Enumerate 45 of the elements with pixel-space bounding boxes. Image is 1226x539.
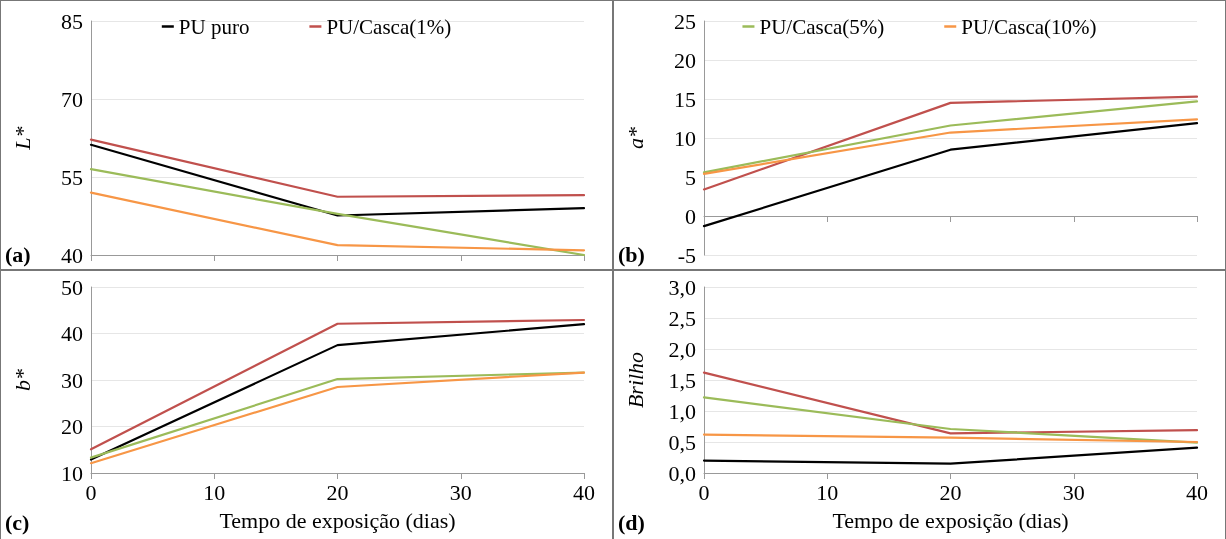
y-tick-label: 0,5 <box>668 429 696 454</box>
y-tick-label: 10 <box>61 460 83 485</box>
x-tick-label: 40 <box>573 479 595 504</box>
y-axis-title: a* <box>622 127 648 149</box>
x-tick-label: 30 <box>449 479 472 504</box>
x-tick-label: 10 <box>203 479 226 504</box>
y-tick-label: 55 <box>61 164 83 190</box>
y-tick-label: 0 <box>685 203 696 229</box>
x-tick-label: 20 <box>326 479 349 504</box>
y-tick-label: 3,0 <box>668 274 696 299</box>
y-tick-label: -5 <box>677 242 696 268</box>
x-tick-label: 20 <box>939 479 962 504</box>
y-tick-label: 85 <box>61 8 83 34</box>
x-tick-label: 10 <box>816 479 839 504</box>
y-tick-label: 2,0 <box>668 336 696 361</box>
y-tick-label: 40 <box>61 242 83 268</box>
y-tick-label: 20 <box>674 47 696 73</box>
legend-label: PU puro <box>178 14 250 39</box>
y-tick-label: 0,0 <box>668 460 696 485</box>
y-tick-label: 10 <box>674 125 696 151</box>
y-tick-label: 15 <box>674 86 696 112</box>
y-tick-label: 1,5 <box>668 367 696 392</box>
text: (b) <box>618 241 645 267</box>
y-tick-label: 20 <box>61 413 83 439</box>
text: (d) <box>618 509 645 534</box>
y-tick-label: 40 <box>61 320 83 346</box>
text: (a) <box>5 241 31 267</box>
y-axis-title: L* <box>9 126 35 151</box>
y-tick-label: 2,5 <box>668 305 696 330</box>
y-axis-title: b* <box>9 368 35 391</box>
x-tick-label: 30 <box>1062 479 1085 504</box>
y-tick-label: 25 <box>674 8 696 34</box>
legend-label: PU/Casca(10%) <box>961 14 1097 39</box>
y-tick-label: 50 <box>61 274 83 299</box>
legend-label: PU/Casca(1%) <box>326 14 452 39</box>
legend-label: PU/Casca(5%) <box>759 14 885 39</box>
x-axis-title: Tempo de exposição (dias) <box>219 507 456 532</box>
y-tick-label: 5 <box>685 164 696 190</box>
y-tick-label: 70 <box>61 86 83 112</box>
x-axis-title: Tempo de exposição (dias) <box>832 507 1069 532</box>
x-tick-label: 40 <box>1186 479 1208 504</box>
y-tick-label: 30 <box>61 367 83 392</box>
text: (c) <box>5 509 30 534</box>
y-tick-label: 1,0 <box>668 398 696 423</box>
y-axis-title: Brilho <box>622 351 648 408</box>
